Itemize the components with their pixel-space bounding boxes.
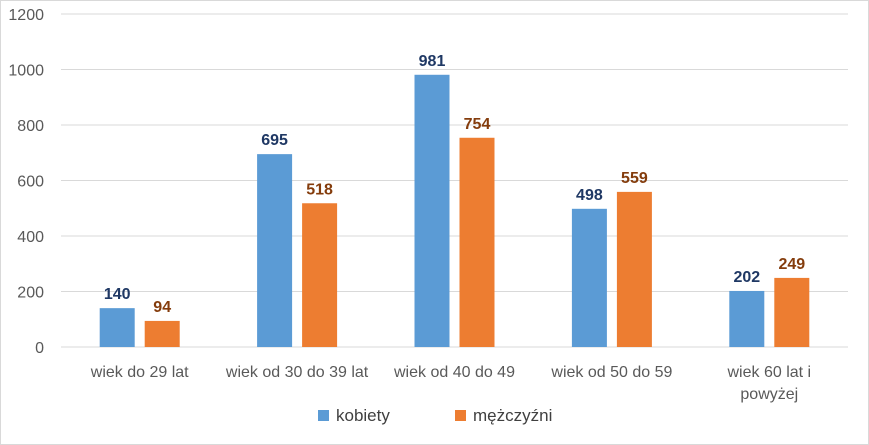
- bar-mezczyzni: [616, 191, 652, 347]
- data-label: 249: [778, 256, 805, 273]
- y-tick-label: 1000: [8, 63, 44, 80]
- y-tick-label: 200: [17, 285, 44, 302]
- data-labels: 140 94 695 518 981 754 498 559 202 249: [104, 53, 805, 316]
- x-category-label: wiek od 40 do 49: [393, 364, 515, 381]
- x-category-label: wiek od 50 do 59: [550, 364, 672, 381]
- y-tick-label: 800: [17, 118, 44, 135]
- bar-mezczyzni: [144, 320, 180, 347]
- legend-swatch: [455, 410, 466, 421]
- bar-mezczyzni: [459, 137, 495, 347]
- legend-label: mężczyźni: [473, 406, 552, 425]
- bar-kobiety: [99, 308, 135, 347]
- y-tick-label: 400: [17, 229, 44, 246]
- bar-kobiety: [257, 154, 293, 347]
- bar-mezczyzni: [302, 203, 338, 347]
- data-label: 518: [306, 181, 333, 198]
- data-label: 140: [104, 286, 131, 303]
- y-axis-ticks: 0 200 400 600 800 1000 1200: [8, 7, 44, 357]
- bar-kobiety: [729, 290, 765, 347]
- legend-label: kobiety: [336, 406, 390, 425]
- gridlines: [61, 13, 848, 348]
- bar-mezczyzni: [774, 277, 810, 347]
- y-tick-label: 0: [35, 340, 44, 357]
- x-category-label: powyżej: [740, 386, 798, 403]
- data-label: 754: [464, 116, 491, 133]
- legend-swatch: [318, 410, 329, 421]
- x-category-label: wiek 60 lat i: [727, 364, 812, 381]
- data-label: 94: [153, 299, 171, 316]
- data-label: 695: [261, 132, 288, 149]
- x-axis-categories: wiek do 29 lat wiek od 30 do 39 lat wiek o…: [90, 364, 811, 403]
- y-tick-label: 1200: [8, 7, 44, 24]
- x-category-label: wiek od 30 do 39 lat: [225, 364, 369, 381]
- bar-kobiety: [571, 208, 607, 347]
- data-label: 498: [576, 187, 603, 204]
- bar-kobiety: [414, 74, 450, 348]
- legend: kobiety mężczyźni: [318, 406, 552, 425]
- data-label: 981: [419, 53, 446, 70]
- data-label: 202: [733, 269, 760, 286]
- data-label: 559: [621, 170, 648, 187]
- bars: [99, 74, 810, 348]
- y-tick-label: 600: [17, 174, 44, 191]
- x-category-label: wiek do 29 lat: [90, 364, 189, 381]
